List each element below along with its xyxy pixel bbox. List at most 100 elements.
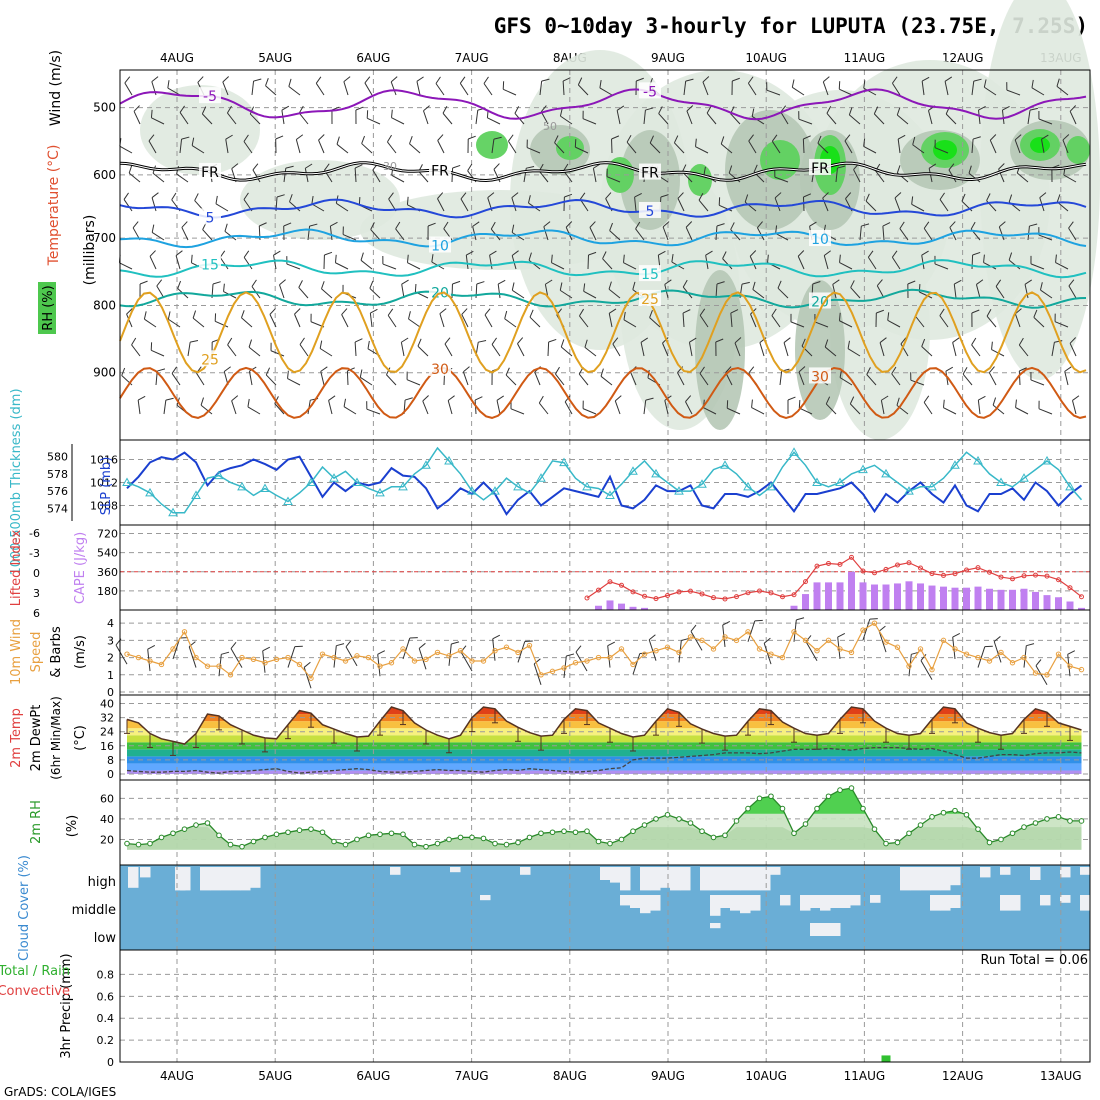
wind-barb bbox=[582, 408, 597, 415]
rh-tick-label: 60 bbox=[100, 792, 114, 805]
wind-barb bbox=[632, 653, 641, 675]
thickness-point bbox=[651, 468, 661, 478]
wind-barb-tick bbox=[725, 366, 732, 373]
wind-barb-tick bbox=[265, 367, 271, 376]
bottom-date-label: 8AUG bbox=[553, 1069, 587, 1083]
wind-barb-tick bbox=[689, 337, 697, 343]
wind-barb-tick bbox=[474, 396, 483, 401]
rh-point bbox=[469, 834, 475, 841]
wind-barb-tick bbox=[774, 192, 782, 199]
wind-barb bbox=[390, 81, 397, 96]
cloud-cell bbox=[1030, 867, 1041, 880]
cloud-cell bbox=[710, 923, 721, 929]
wind-barb-tick bbox=[437, 192, 444, 199]
wind-barb bbox=[1063, 174, 1077, 183]
wind-barb-tick bbox=[1039, 282, 1043, 291]
wind-barb-tick bbox=[370, 222, 375, 230]
wind-barb-tick bbox=[923, 395, 930, 403]
wind-speed-point bbox=[227, 672, 234, 678]
wind-barb-tick bbox=[212, 281, 221, 285]
wind-barb bbox=[192, 317, 205, 328]
thickness-point bbox=[260, 483, 270, 493]
contour-label: 20 bbox=[811, 294, 829, 310]
wind-speed-point bbox=[181, 629, 188, 635]
wind-barb bbox=[249, 113, 261, 125]
wind-barb-tick bbox=[177, 280, 182, 289]
wind-barb bbox=[179, 112, 189, 125]
pressure-tick-label: 700 bbox=[93, 231, 116, 245]
wind-barb bbox=[472, 226, 477, 241]
wind-barb bbox=[962, 373, 973, 386]
wind-barb bbox=[462, 371, 469, 386]
contour-label-bg bbox=[199, 87, 221, 104]
wind-barb-tick bbox=[408, 311, 411, 320]
wind-barb bbox=[354, 341, 357, 357]
thickness-point bbox=[973, 455, 983, 465]
wind-barb-tick bbox=[695, 138, 697, 147]
wind-barb-tick bbox=[443, 221, 449, 229]
rh-point bbox=[584, 828, 590, 835]
wind-barb-tick bbox=[645, 397, 654, 401]
rh-point bbox=[273, 831, 280, 838]
cape-tick-label: 360 bbox=[97, 566, 118, 579]
cloud-cell bbox=[600, 867, 611, 880]
wind-barb-tick bbox=[623, 311, 626, 320]
wind-barb-tick bbox=[962, 366, 968, 375]
thickness-point bbox=[743, 481, 753, 491]
rh-point bbox=[814, 805, 820, 812]
precip-tick-label: 0.2 bbox=[97, 1034, 115, 1047]
wind-barb-tick bbox=[508, 134, 514, 142]
wind-barb-tick bbox=[324, 251, 333, 256]
wind-barb bbox=[875, 170, 885, 183]
lifted-index-point bbox=[941, 572, 946, 578]
wind-barb-tick bbox=[771, 134, 778, 142]
rh-point bbox=[618, 836, 625, 843]
wind-tick-label: 4 bbox=[107, 617, 114, 630]
wind-barb bbox=[879, 342, 885, 357]
wind-barb-tick bbox=[223, 366, 231, 372]
wind-barb-tick bbox=[939, 308, 945, 316]
wind-barb-tick bbox=[921, 338, 926, 347]
wind-barb bbox=[269, 314, 277, 328]
wind-barb bbox=[989, 140, 997, 154]
wind-barb-tick bbox=[832, 279, 840, 285]
upper-air-panel: 500 600 700 800 900 -5 -5 FR FR FR FR 5 5 10 10 15 15 20 2… bbox=[38, 0, 1100, 441]
lifted-index-point bbox=[688, 588, 693, 594]
wind-barb bbox=[248, 371, 253, 386]
rh-point bbox=[825, 793, 832, 800]
wind-barb bbox=[345, 646, 358, 667]
wind-barb bbox=[971, 81, 975, 96]
cloud-cell bbox=[610, 867, 621, 883]
wind-barb-tick bbox=[1072, 395, 1080, 401]
contour-label: FR bbox=[641, 166, 659, 182]
wind-barb bbox=[866, 374, 877, 386]
rh-shade-green bbox=[1066, 136, 1090, 164]
wind-barb bbox=[1031, 87, 1045, 96]
wind-barb bbox=[252, 169, 261, 183]
wind-barb bbox=[850, 287, 861, 299]
wind-barb bbox=[939, 315, 949, 328]
wind-barb-tick bbox=[181, 221, 188, 228]
wind-barb-tick bbox=[563, 163, 569, 172]
wind-barb bbox=[505, 374, 517, 386]
wind-barb-tick bbox=[1031, 79, 1034, 88]
wind-barb bbox=[123, 199, 133, 212]
wind-barb bbox=[191, 145, 205, 154]
wind-speed-point bbox=[411, 658, 418, 664]
wind-barb bbox=[756, 227, 765, 241]
wind-speed-point bbox=[986, 658, 993, 664]
wind-barb-tick bbox=[602, 251, 607, 259]
wind-barb bbox=[943, 407, 957, 415]
wind-barb bbox=[408, 318, 421, 328]
wind-barb bbox=[971, 139, 974, 154]
wind-barb-tick bbox=[437, 134, 444, 141]
cape-bar bbox=[641, 607, 648, 610]
rh-point bbox=[135, 841, 142, 848]
wind-barb-tick bbox=[863, 80, 866, 89]
wind-barb-tick bbox=[1029, 223, 1038, 227]
slp-tick-label: 1016 bbox=[90, 454, 118, 467]
slp-tick-label: 1012 bbox=[90, 477, 118, 490]
wind-barb bbox=[318, 139, 325, 154]
wind-barb bbox=[148, 140, 157, 154]
wind-barb-tick bbox=[801, 338, 806, 347]
